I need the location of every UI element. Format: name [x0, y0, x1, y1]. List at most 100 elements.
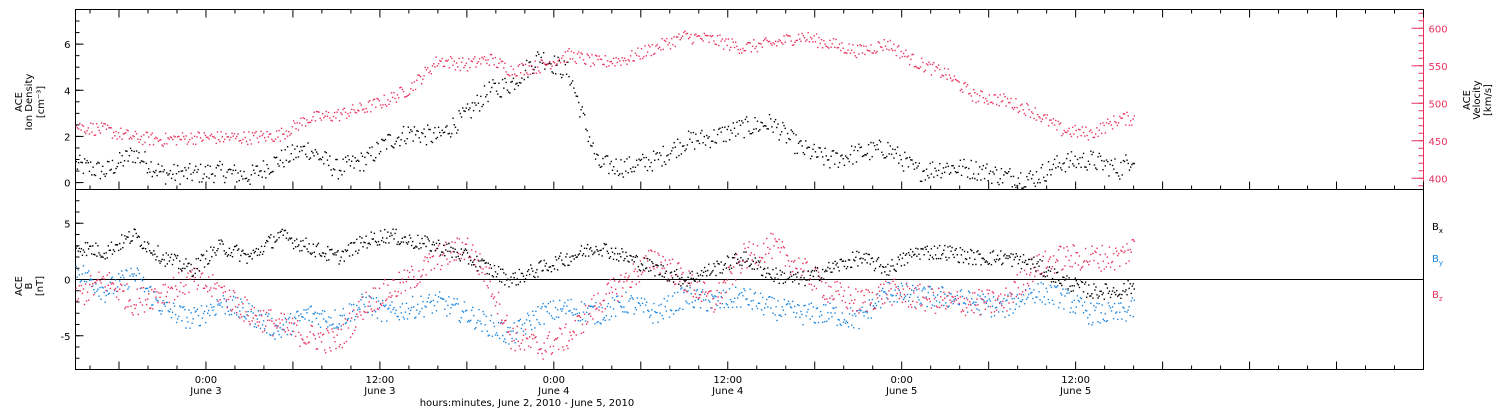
bx-point — [348, 255, 351, 257]
bz-point — [962, 310, 965, 312]
bz-point — [1060, 246, 1062, 248]
bx-point — [561, 259, 563, 261]
bx-point — [628, 261, 630, 263]
bz-point — [886, 293, 888, 296]
velocity-point — [962, 91, 964, 93]
bx-point — [76, 245, 78, 247]
density-point — [661, 165, 663, 167]
bz-point — [140, 287, 143, 289]
bx-point — [330, 249, 332, 251]
density-point — [120, 161, 122, 164]
by-point — [212, 309, 214, 312]
bz-point — [800, 268, 802, 270]
bz-point — [489, 280, 492, 283]
density-point — [951, 165, 953, 167]
by-point — [459, 321, 462, 324]
velocity-point — [674, 45, 677, 48]
density-point — [127, 160, 129, 162]
bx-point — [288, 237, 291, 239]
bz-point — [647, 260, 649, 262]
density-point — [574, 92, 576, 94]
density-point — [962, 165, 964, 168]
bx-point — [182, 267, 184, 270]
bx-point — [851, 251, 854, 253]
bz-point — [215, 288, 217, 290]
bx-point — [590, 246, 592, 249]
velocity-point — [448, 67, 451, 69]
by-point — [299, 319, 301, 322]
bx-point — [1011, 265, 1013, 268]
bz-point — [999, 302, 1001, 304]
bx-point — [176, 254, 179, 257]
density-point — [892, 148, 894, 150]
bx-point — [824, 270, 826, 273]
velocity-point — [405, 96, 407, 98]
bz-point — [542, 358, 544, 360]
by-point — [120, 276, 122, 279]
velocity-point — [437, 62, 440, 65]
bz-point — [159, 296, 161, 299]
bx-point — [99, 254, 101, 256]
by-point — [538, 321, 540, 324]
density-point — [458, 110, 460, 112]
by-point — [683, 291, 685, 294]
bx-point — [839, 258, 841, 261]
density-point — [102, 165, 104, 168]
velocity-point — [767, 41, 770, 43]
bx-point — [325, 253, 327, 255]
by-point — [320, 313, 323, 315]
velocity-point — [317, 111, 319, 113]
velocity-point — [970, 95, 972, 97]
bx-point — [402, 241, 405, 243]
bz-point — [741, 267, 743, 270]
bx-point — [773, 280, 775, 283]
density-point — [1016, 184, 1018, 187]
velocity-point — [446, 60, 448, 63]
bz-point — [389, 292, 391, 294]
density-point — [629, 168, 632, 170]
bx-point — [711, 271, 713, 273]
by-point — [784, 313, 787, 316]
by-point — [1003, 297, 1005, 300]
density-point — [716, 133, 719, 136]
density-point — [713, 129, 715, 131]
bx-point — [214, 252, 216, 254]
density-point — [564, 63, 567, 66]
by-point — [721, 302, 723, 305]
density-point — [383, 140, 385, 142]
bz-point — [964, 314, 967, 317]
by-point — [175, 321, 178, 324]
bz-point — [450, 252, 452, 254]
bx-point — [309, 252, 311, 254]
velocity-point — [569, 58, 571, 60]
by-point — [624, 311, 626, 313]
velocity-point — [127, 130, 129, 132]
bz-point — [984, 308, 986, 311]
bx-point — [528, 273, 531, 276]
by-point — [343, 314, 346, 316]
bz-point — [625, 272, 627, 275]
bz-point — [1082, 261, 1085, 263]
by-point — [1047, 298, 1050, 301]
density-point — [541, 62, 544, 64]
velocity-point — [709, 35, 712, 37]
by-point — [830, 312, 832, 314]
density-point — [610, 160, 612, 163]
velocity-series — [75, 30, 1136, 147]
by-point — [1074, 312, 1076, 314]
by-point — [643, 298, 646, 300]
by-point — [1116, 311, 1118, 313]
velocity-point — [968, 93, 970, 95]
velocity-point — [1062, 132, 1064, 135]
bz-point — [212, 274, 214, 276]
velocity-point — [522, 64, 524, 66]
bz-point — [515, 332, 517, 335]
by-point — [1126, 311, 1128, 313]
density-point — [390, 145, 393, 147]
density-point — [1070, 151, 1073, 153]
by-point — [1124, 310, 1126, 313]
bx-point — [297, 245, 299, 248]
bz-point — [1074, 262, 1076, 264]
bx-point — [167, 254, 170, 256]
bx-point — [548, 266, 551, 268]
